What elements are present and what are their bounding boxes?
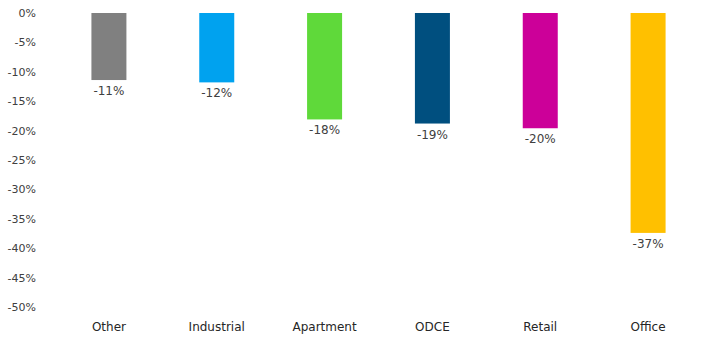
category-label: Office <box>631 320 666 334</box>
bar <box>91 13 126 80</box>
y-tick-label: 0% <box>19 7 36 20</box>
bars <box>91 13 665 233</box>
bar <box>415 13 450 124</box>
bar <box>523 13 558 128</box>
y-tick-label: -30% <box>8 183 36 196</box>
labels: -11% Other -12% Industrial -18% Apartment -19%… <box>92 84 666 334</box>
data-label: -11% <box>93 84 124 98</box>
bar <box>199 13 234 82</box>
category-label: Industrial <box>189 320 245 334</box>
y-tick-label: -35% <box>8 213 36 226</box>
data-label: -20% <box>525 132 556 146</box>
data-label: -19% <box>417 128 448 142</box>
y-axis: 0% -5% -10% -15% -20% -25% -30% -35% -40% -45% -50… <box>8 7 36 314</box>
y-tick-label: -5% <box>15 36 36 49</box>
category-label: Retail <box>523 320 557 334</box>
y-tick-label: -10% <box>8 66 36 79</box>
y-tick-label: -25% <box>8 154 36 167</box>
y-tick-label: -40% <box>8 242 36 255</box>
category-label: ODCE <box>415 320 450 334</box>
bar <box>631 13 666 233</box>
y-tick-label: -20% <box>8 125 36 138</box>
y-tick-label: -45% <box>8 272 36 285</box>
category-label: Other <box>92 320 126 334</box>
bar <box>307 13 342 119</box>
data-label: -37% <box>633 237 664 251</box>
data-label: -12% <box>201 86 232 100</box>
category-label: Apartment <box>292 320 356 334</box>
y-tick-label: -50% <box>8 301 36 314</box>
y-tick-label: -15% <box>8 95 36 108</box>
data-label: -18% <box>309 123 340 137</box>
chart: 0% -5% -10% -15% -20% -25% -30% -35% -40% -45% -50… <box>0 0 707 349</box>
